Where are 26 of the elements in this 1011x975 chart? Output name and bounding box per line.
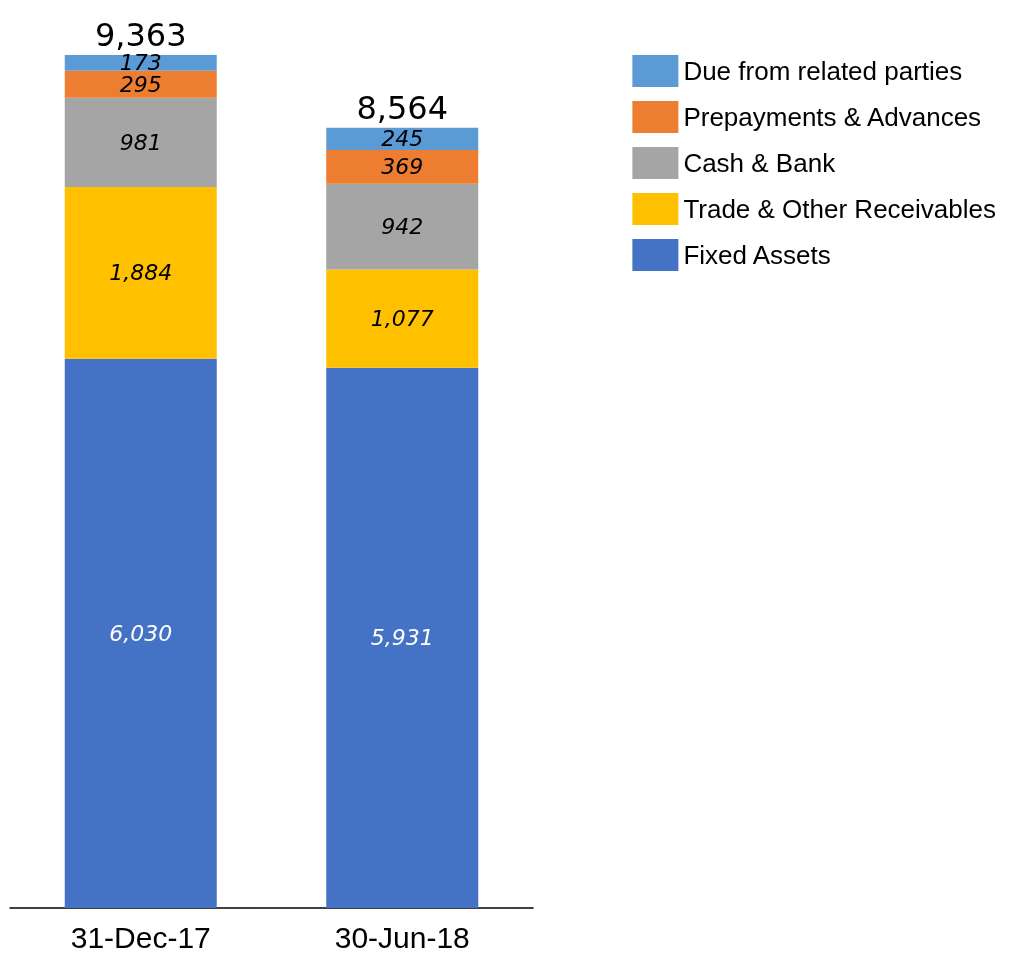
- x-tick-label: 31-Dec-17: [70, 920, 211, 954]
- bar: [326, 150, 479, 184]
- data-label: 1,884: [109, 260, 173, 286]
- data-label: 369: [381, 154, 424, 180]
- data-label: 981: [119, 129, 162, 155]
- bar: [64, 70, 217, 98]
- bar: [326, 269, 479, 368]
- data-label: 245: [381, 126, 424, 152]
- bar: [326, 127, 479, 151]
- x-tick-label: 30-Jun-18: [334, 920, 470, 954]
- bar: [64, 358, 217, 908]
- bar: [326, 183, 479, 270]
- data-label: 1,077: [370, 306, 434, 332]
- legend-label: Due from related parties: [683, 56, 963, 86]
- bar: [64, 187, 217, 359]
- data-label: 5,931: [370, 625, 434, 651]
- bar: [64, 97, 217, 188]
- legend-label: Fixed Assets: [683, 240, 831, 270]
- data-label: 942: [381, 214, 424, 240]
- data-label: 6,030: [109, 620, 173, 646]
- total-label: 8,564: [356, 88, 449, 127]
- legend-label: Prepayments & Advances: [683, 102, 982, 132]
- legend-label: Cash & Bank: [683, 148, 837, 178]
- bar: [64, 55, 217, 71]
- legend-label: Trade & Other Receivables: [683, 194, 996, 224]
- bar: [326, 367, 479, 908]
